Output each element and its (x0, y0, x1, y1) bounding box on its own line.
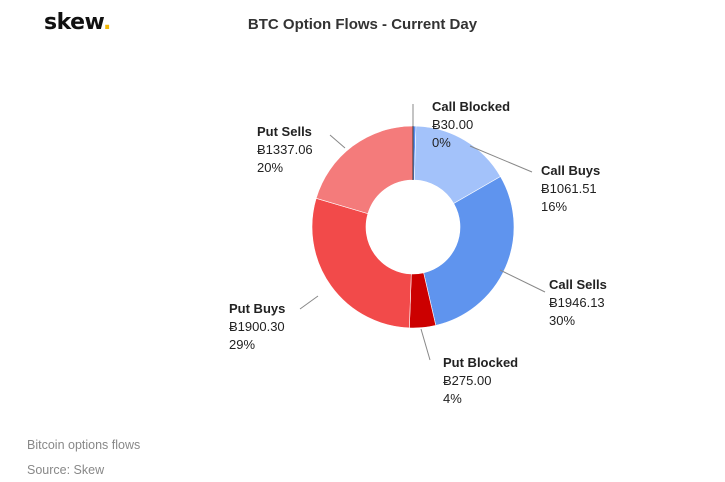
chart-source: Source: Skew (27, 463, 105, 477)
skew-logo: skew. (44, 10, 111, 35)
data-label-value-put-buys: Ƀ1900.30 (229, 319, 285, 334)
data-label-percent-call-blocked: 0% (432, 135, 451, 150)
label-connector (299, 295, 319, 310)
data-label-name-call-sells: Call Sells (549, 277, 607, 292)
data-label-value-put-blocked: Ƀ275.00 (443, 373, 491, 388)
data-label-name-call-buys: Call Buys (541, 163, 600, 178)
data-label-value-call-buys: Ƀ1061.51 (541, 181, 597, 196)
data-label-name-put-sells: Put Sells (257, 124, 312, 139)
logo-text: skew (44, 10, 103, 35)
data-label-value-call-blocked: Ƀ30.00 (432, 117, 473, 132)
data-label-name-put-buys: Put Buys (229, 301, 285, 316)
data-label-percent-call-sells: 30% (549, 313, 575, 328)
data-label-value-put-sells: Ƀ1337.06 (257, 142, 313, 157)
data-label-percent-put-buys: 29% (229, 337, 255, 352)
label-connector (499, 269, 546, 293)
label-connector (469, 145, 533, 173)
label-connector (420, 328, 431, 361)
label-connector (329, 134, 346, 149)
data-label-name-call-blocked: Call Blocked (432, 99, 510, 114)
data-label-value-call-sells: Ƀ1946.13 (549, 295, 605, 310)
data-label-percent-call-buys: 16% (541, 199, 567, 214)
logo-dot: . (102, 10, 111, 35)
data-label-percent-put-blocked: 4% (443, 391, 462, 406)
data-label-name-put-blocked: Put Blocked (443, 355, 518, 370)
chart-caption: Bitcoin options flows (27, 438, 141, 452)
data-label-percent-put-sells: 20% (257, 160, 283, 175)
chart-title: BTC Option Flows - Current Day (247, 16, 478, 33)
donut-hole (366, 180, 460, 274)
